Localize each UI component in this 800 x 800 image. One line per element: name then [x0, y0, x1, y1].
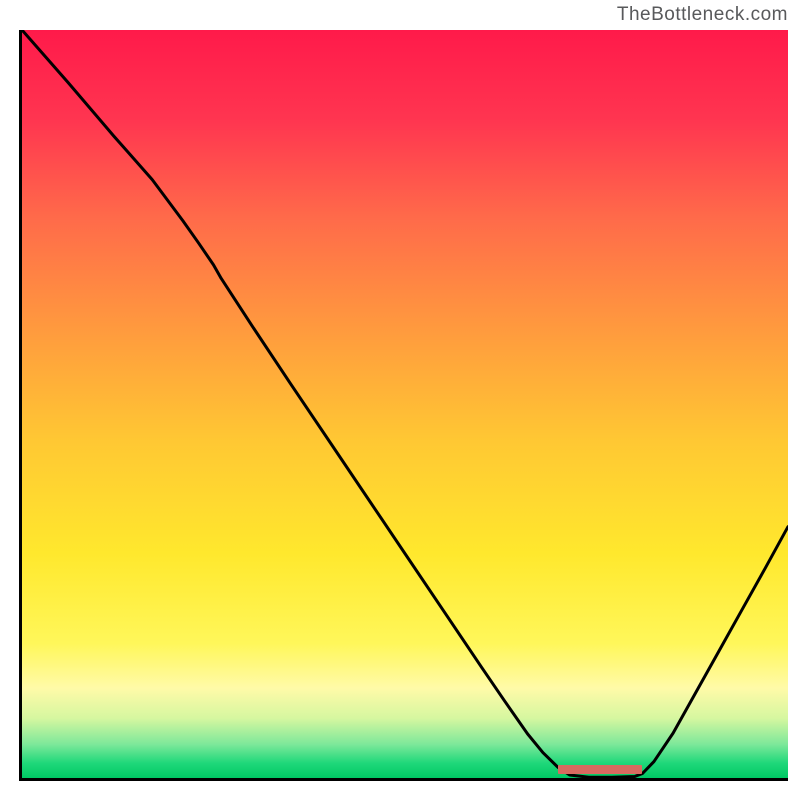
y-axis	[19, 30, 22, 778]
chart-background-gradient	[22, 30, 788, 778]
optimal-range-marker	[558, 765, 642, 774]
plot-area	[22, 30, 788, 778]
watermark-text: TheBottleneck.com	[617, 4, 788, 26]
chart-container: TheBottleneck.com	[0, 0, 800, 800]
x-axis	[19, 778, 788, 781]
